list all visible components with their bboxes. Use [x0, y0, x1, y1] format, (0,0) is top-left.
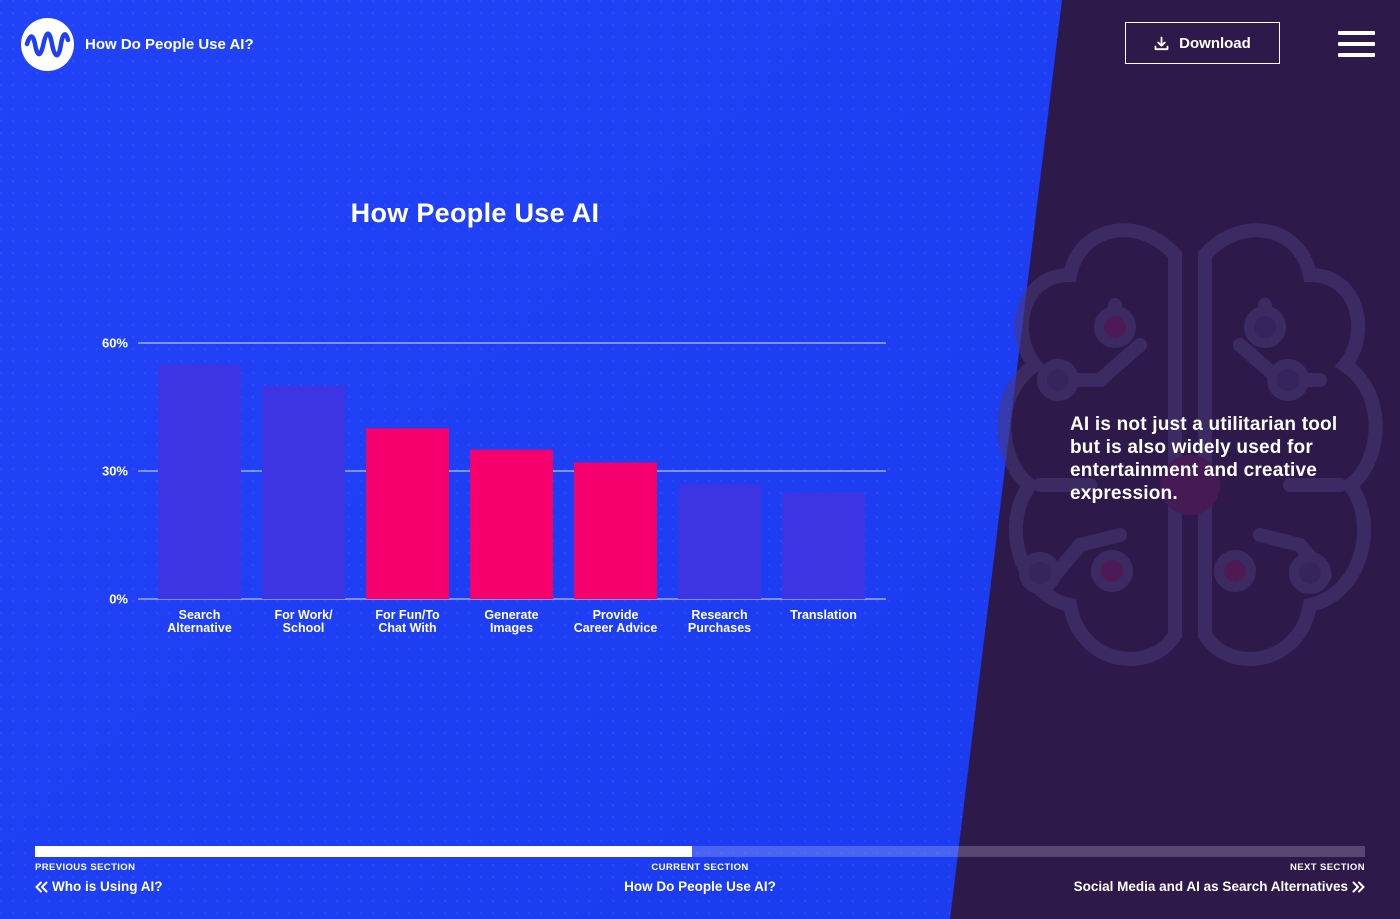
- x-tick-label: Provide: [593, 608, 639, 622]
- y-tick-label: 60%: [102, 336, 128, 351]
- x-tick-label: Alternative: [167, 621, 232, 635]
- previous-section-link[interactable]: Who is Using AI?: [35, 879, 163, 894]
- section-progress-bar: [35, 846, 1365, 857]
- x-tick-label: Research: [691, 608, 747, 622]
- x-tick-label: For Work/: [274, 608, 333, 622]
- bar: [262, 385, 345, 599]
- logo-wave-icon: [24, 31, 71, 58]
- current-section-kicker: CURRENT SECTION: [651, 862, 749, 873]
- x-tick-label: Generate: [484, 608, 538, 622]
- bar: [782, 492, 865, 599]
- bar: [470, 449, 553, 599]
- double-chevron-left-icon: [35, 881, 48, 892]
- x-tick-label: Career Advice: [574, 621, 658, 635]
- hamburger-menu-icon[interactable]: [1338, 31, 1375, 57]
- download-button[interactable]: Download: [1125, 22, 1280, 64]
- y-tick-label: 30%: [102, 464, 128, 479]
- current-section-title: How Do People Use AI?: [624, 879, 776, 894]
- site-title[interactable]: How Do People Use AI?: [85, 36, 254, 53]
- bar: [158, 364, 241, 599]
- callout-text: AI is not just a utilitarian tool but is…: [1070, 414, 1338, 504]
- x-tick-label: Translation: [790, 608, 857, 622]
- download-label: Download: [1179, 34, 1251, 52]
- x-tick-label: Images: [490, 621, 533, 635]
- bar: [366, 428, 449, 599]
- current-section-link[interactable]: How Do People Use AI?: [0, 879, 1400, 894]
- x-tick-label: For Fun/To: [375, 608, 440, 622]
- y-tick-label: 0%: [109, 592, 128, 607]
- double-chevron-right-icon: [1352, 881, 1365, 892]
- bar: [574, 462, 657, 599]
- next-section-kicker: NEXT SECTION: [1289, 862, 1365, 873]
- next-section-title: Social Media and AI as Search Alternativ…: [1073, 879, 1348, 894]
- x-tick-label: Purchases: [688, 621, 751, 635]
- top-bar: How Do People Use AI? Download: [0, 0, 1400, 90]
- previous-section-title: Who is Using AI?: [52, 879, 163, 894]
- x-tick-label: School: [283, 621, 325, 635]
- next-section-link[interactable]: Social Media and AI as Search Alternativ…: [1074, 879, 1365, 894]
- x-tick-label: Chat With: [378, 621, 436, 635]
- brain-circuit-icon: [997, 223, 1383, 666]
- x-tick-label: Search: [179, 608, 221, 622]
- chart-title: How People Use AI: [350, 198, 600, 228]
- bar: [678, 483, 761, 599]
- previous-section-kicker: PREVIOUS SECTION: [35, 862, 136, 873]
- logo[interactable]: [21, 18, 74, 71]
- section-progress-fill: [35, 846, 693, 857]
- download-icon: [1154, 36, 1169, 50]
